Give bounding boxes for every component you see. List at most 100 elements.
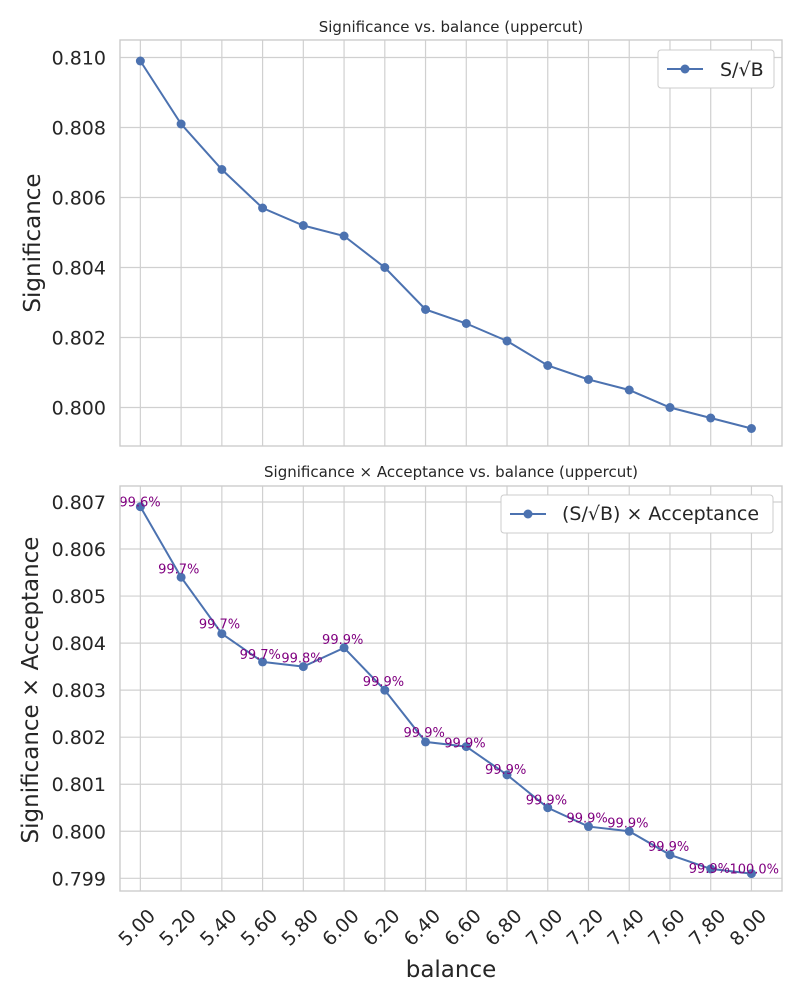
x-tick-labels: 5.005.205.405.605.806.006.206.406.606.80… <box>115 905 772 950</box>
data-point <box>746 424 756 433</box>
data-point <box>135 56 145 66</box>
y-tick-label: 0.808 <box>52 118 106 140</box>
data-point <box>665 403 675 412</box>
data-point <box>502 336 512 346</box>
y-tick-label: 0.810 <box>52 48 106 70</box>
data-point <box>339 231 349 241</box>
y-tick-label: 0.803 <box>52 680 106 702</box>
data-point <box>176 119 186 129</box>
data-point <box>624 385 634 395</box>
legend-marker <box>523 509 533 519</box>
x-tick-label: 6.40 <box>400 905 445 950</box>
data-point <box>746 869 756 879</box>
x-tick-label: 6.80 <box>481 905 526 950</box>
x-tick-label: 5.80 <box>277 905 322 950</box>
grid <box>120 40 782 446</box>
x-tick-label: 7.40 <box>603 905 648 950</box>
data-point <box>217 165 227 174</box>
series-path <box>139 506 752 875</box>
data-point <box>502 770 512 780</box>
series-line <box>135 56 756 433</box>
plot-frame <box>119 39 783 447</box>
x-tick-label: 7.60 <box>644 905 689 950</box>
y-tick-labels: 0.799 0.800 0.801 0.802 0.803 0.804 0.805 0.806… <box>52 492 106 890</box>
acceptance-label: 99.7% <box>158 562 199 577</box>
x-tick-label: 8.00 <box>726 905 771 950</box>
data-point <box>543 361 553 370</box>
legend: S/√B <box>657 49 775 89</box>
x-tick-label: 6.20 <box>359 905 404 950</box>
data-point <box>665 850 675 860</box>
data-point <box>624 826 634 836</box>
data-point <box>176 572 186 582</box>
legend-label: S/√B <box>720 59 764 81</box>
acceptance-label: 100.0% <box>729 863 779 878</box>
y-axis-label: Significance <box>20 173 46 312</box>
data-point <box>421 737 431 747</box>
data-point <box>461 742 471 752</box>
y-axis-label: Significance × Acceptance <box>18 537 44 844</box>
legend-box <box>500 494 774 534</box>
acceptance-label: 99.9% <box>404 726 445 741</box>
acceptance-label: 99.9% <box>485 763 526 778</box>
chart-title: Significance vs. balance (uppercut) <box>319 18 584 36</box>
data-point <box>339 643 349 653</box>
data-point <box>706 864 716 874</box>
series-path <box>139 60 752 430</box>
legend-box <box>657 49 775 89</box>
legend-label: (S/√B) × Acceptance <box>562 503 759 525</box>
y-tick-label: 0.806 <box>52 539 106 561</box>
series-line <box>135 502 756 879</box>
chart-title: Significance × Acceptance vs. balance (u… <box>264 463 638 481</box>
x-tick-label: 5.00 <box>115 905 160 950</box>
y-tick-label: 0.805 <box>52 586 106 608</box>
data-point <box>583 375 593 384</box>
acceptance-label: 99.6% <box>119 496 160 511</box>
data-point <box>421 305 431 314</box>
x-tick-label: 7.00 <box>522 905 567 950</box>
y-tick-label: 0.800 <box>52 821 106 843</box>
data-point <box>135 502 145 512</box>
y-tick-label: 0.802 <box>52 328 106 350</box>
acceptance-label: 99.7% <box>240 648 281 663</box>
x-tick-label: 6.60 <box>440 905 485 950</box>
significance-panel: Significance vs. balance (uppercut) 0.80… <box>20 18 783 447</box>
x-axis-label: balance <box>406 957 497 983</box>
acceptance-label: 99.9% <box>607 816 648 831</box>
acceptance-annotations: 99.6%99.7%99.7%99.7% 99.8%99.9%99.9%99.9%… <box>119 496 779 878</box>
grid <box>120 486 782 891</box>
x-tick-label: 6.00 <box>318 905 363 950</box>
y-tick-label: 0.800 <box>52 398 106 420</box>
acceptance-label: 99.7% <box>199 618 240 633</box>
data-point <box>258 203 268 213</box>
acceptance-label: 99.9% <box>648 840 689 855</box>
legend: (S/√B) × Acceptance <box>500 494 774 534</box>
data-point <box>217 629 227 639</box>
acceptance-label: 99.9% <box>444 737 485 752</box>
data-point <box>583 822 593 832</box>
data-point <box>543 803 553 813</box>
x-tick-label: 7.20 <box>563 905 608 950</box>
acceptance-label: 99.9% <box>689 862 730 877</box>
y-tick-label: 0.804 <box>52 633 106 655</box>
y-tick-label: 0.802 <box>52 727 106 749</box>
data-point <box>298 221 308 230</box>
data-point <box>706 413 716 423</box>
data-point <box>258 657 268 667</box>
data-point <box>380 263 390 272</box>
y-tick-label: 0.799 <box>52 868 106 890</box>
y-tick-label: 0.806 <box>52 188 106 210</box>
y-tick-label: 0.807 <box>52 492 106 514</box>
x-tick-label: 5.20 <box>155 905 200 950</box>
acceptance-label: 99.9% <box>566 812 607 827</box>
significance-acceptance-panel: Significance × Acceptance vs. balance (u… <box>18 463 783 983</box>
x-tick-label: 5.60 <box>237 905 282 950</box>
x-tick-label: 5.40 <box>196 905 241 950</box>
plot-frame <box>119 485 783 892</box>
data-point <box>461 319 471 328</box>
acceptance-label: 99.9% <box>526 794 567 809</box>
acceptance-label: 99.9% <box>322 633 363 648</box>
acceptance-label: 99.8% <box>281 652 322 667</box>
y-tick-label: 0.801 <box>52 774 106 796</box>
